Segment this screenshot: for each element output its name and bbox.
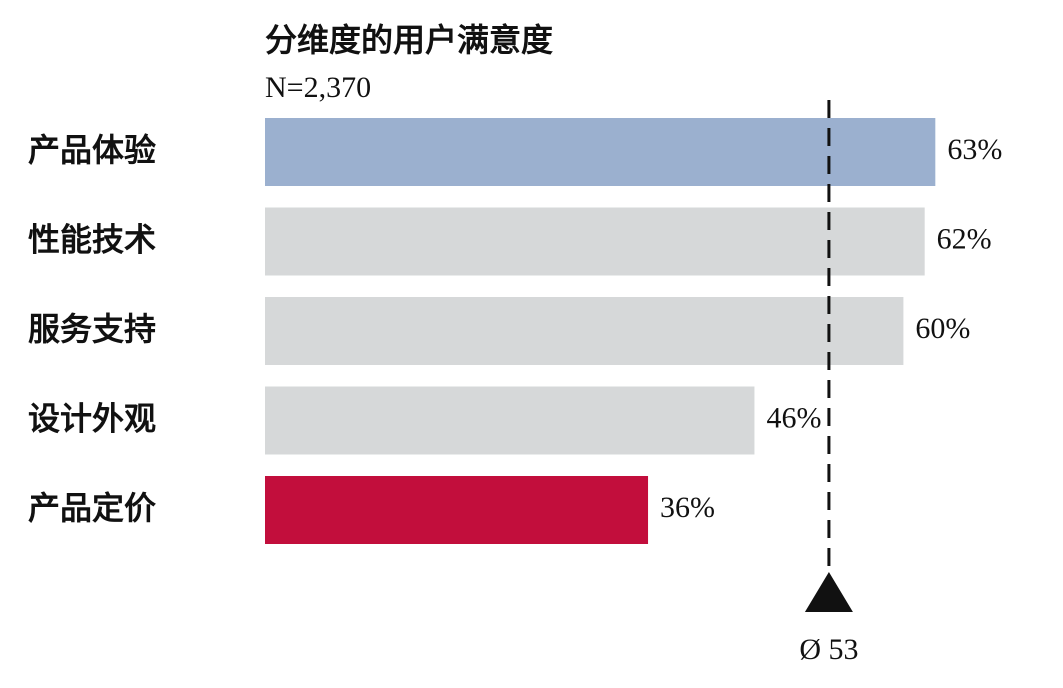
value-label: 60%: [915, 312, 970, 345]
bar: [265, 297, 904, 365]
value-label: 36%: [660, 491, 715, 524]
category-label: 性能技术: [28, 221, 156, 259]
chart-title: 分维度的用户满意度: [265, 21, 553, 59]
bar: [265, 476, 649, 544]
bar: [265, 118, 936, 186]
category-label: 设计外观: [28, 400, 156, 438]
average-label: Ø 53: [799, 633, 858, 666]
category-label: 产品定价: [28, 489, 156, 527]
category-label: 产品体验: [28, 131, 156, 169]
bar: [265, 386, 755, 455]
category-label: 服务支持: [28, 310, 156, 348]
bar: [265, 207, 925, 276]
value-label: 62%: [937, 222, 992, 255]
value-label: 63%: [947, 133, 1002, 166]
chart-subtitle: N=2,370: [265, 71, 371, 104]
value-label: 46%: [766, 401, 821, 434]
average-marker: [804, 572, 853, 612]
